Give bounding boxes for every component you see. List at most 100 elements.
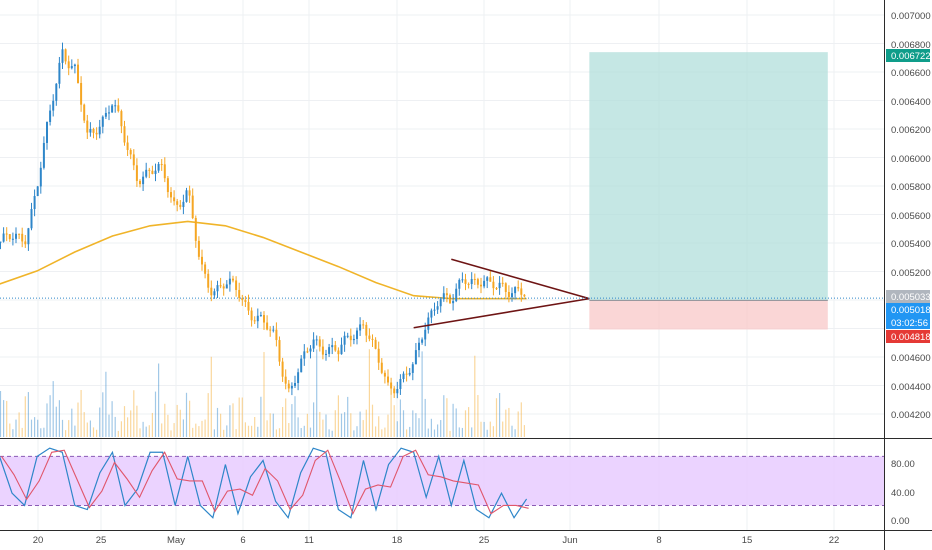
- candle-body: [108, 112, 110, 114]
- volume-bar: [446, 398, 448, 437]
- candle-body: [126, 142, 129, 150]
- candle-body: [321, 346, 324, 355]
- volume-bar: [365, 409, 367, 437]
- stoch-k-line: [0, 447, 528, 520]
- candle-body: [349, 335, 352, 341]
- volume-bar: [263, 352, 265, 437]
- candle-body: [368, 335, 371, 339]
- time-label: 22: [829, 535, 840, 546]
- volume-bar: [0, 391, 2, 437]
- candle-body: [30, 209, 33, 229]
- time-label: 18: [392, 535, 403, 546]
- candle-body: [120, 111, 123, 127]
- candle-body: [281, 361, 284, 377]
- volume-bar: [477, 395, 479, 437]
- volume-bar: [77, 402, 79, 437]
- volume-bar: [272, 413, 274, 437]
- candle-body: [411, 364, 414, 373]
- candle-body: [135, 165, 138, 181]
- candle-body: [166, 178, 169, 193]
- volume-bar: [464, 410, 467, 437]
- volume-bar: [108, 414, 110, 437]
- volume-bar: [182, 419, 184, 437]
- volume-bar: [306, 413, 308, 437]
- stop-badge: [886, 330, 930, 343]
- candle-body: [92, 128, 95, 133]
- candle-body: [495, 288, 498, 290]
- volume-bar: [49, 395, 51, 437]
- candle-body: [21, 233, 24, 242]
- volume-bar: [12, 429, 14, 437]
- stochastic-axis[interactable]: 80.00 40.00 0.00: [891, 459, 915, 527]
- candle-body: [461, 279, 464, 281]
- candle-body: [511, 293, 513, 298]
- candle-body: [111, 105, 114, 113]
- volume-bar: [480, 421, 482, 437]
- candle-body: [315, 339, 318, 341]
- candle-body: [287, 383, 290, 389]
- price-tick: 0.004600: [891, 353, 931, 364]
- candle-body: [160, 164, 163, 166]
- volume-bar: [340, 413, 343, 437]
- time-label: 11: [304, 535, 314, 546]
- candle-body: [27, 228, 30, 245]
- candle-body: [455, 288, 458, 302]
- stoch-band: [0, 456, 884, 506]
- candle-body: [39, 167, 42, 187]
- volume-bar: [502, 421, 504, 437]
- candle-body: [365, 324, 368, 336]
- stoch-d-line: [1, 449, 529, 515]
- volume-bar: [142, 421, 144, 437]
- candle-body: [232, 278, 234, 281]
- position-zones[interactable]: [589, 52, 828, 330]
- volume-bar: [195, 423, 197, 437]
- volume-bar: [350, 413, 352, 437]
- candle-body: [399, 379, 402, 390]
- entry-badge-label: 0.005018: [891, 305, 931, 316]
- candle-body: [8, 234, 11, 240]
- volume-bar: [353, 430, 355, 437]
- volume-bar: [27, 392, 29, 437]
- candle-body: [194, 218, 197, 241]
- current-badge: [886, 290, 930, 303]
- volume-bar: [384, 427, 386, 437]
- volume-bar: [235, 429, 237, 437]
- candle-body: [470, 279, 473, 285]
- candle-body: [73, 64, 76, 67]
- volume-bar: [291, 404, 293, 437]
- volume-bar: [334, 410, 336, 437]
- volume-bar: [412, 410, 414, 437]
- volume-bar: [210, 356, 212, 437]
- candle-body: [129, 149, 132, 155]
- candle-body: [297, 372, 300, 383]
- volume-bar: [514, 429, 516, 437]
- volume-bar: [244, 422, 246, 437]
- volume-bar: [204, 419, 206, 437]
- volume-bar: [83, 412, 85, 437]
- volume-bar: [399, 399, 401, 437]
- candle-body: [504, 283, 507, 292]
- volume-bar: [40, 428, 42, 437]
- volume-bar: [505, 409, 507, 437]
- volume-bar: [114, 416, 116, 437]
- candle-body: [449, 295, 451, 304]
- volume-bar: [483, 421, 485, 437]
- volume-bar: [213, 429, 215, 437]
- volume-bar: [303, 425, 305, 437]
- time-axis[interactable]: 20 25 May 6 11 18 25 Jun 8 15 22: [33, 535, 840, 546]
- candle-body: [55, 83, 58, 101]
- volume-bar: [424, 398, 426, 437]
- candle-body: [139, 180, 141, 185]
- volume-bar: [300, 428, 302, 437]
- candle-body: [421, 339, 424, 343]
- price-axis[interactable]: 0.007000 0.006800 0.006600 0.006400 0.00…: [891, 11, 931, 421]
- candle-body: [498, 282, 501, 289]
- candle-body: [132, 154, 135, 166]
- stoch-tick: 80.00: [891, 459, 915, 470]
- candle-body: [371, 338, 374, 340]
- volume-bar: [316, 349, 318, 437]
- triangle-pattern[interactable]: [413, 258, 590, 329]
- volume-bar: [319, 411, 321, 437]
- candle-body: [86, 120, 89, 133]
